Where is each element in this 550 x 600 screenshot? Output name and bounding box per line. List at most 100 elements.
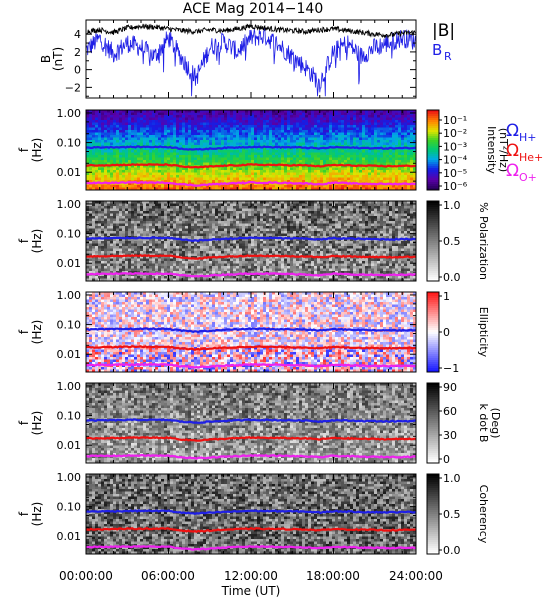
spectrogram-cell [362, 135, 366, 138]
spectrogram-cell [185, 213, 189, 217]
spectrogram-cell [128, 130, 132, 133]
spectrogram-cell [320, 140, 324, 143]
spectrogram-cell [341, 177, 345, 181]
spectrogram-cell [101, 132, 105, 136]
spectrogram-cell [98, 142, 102, 146]
spectrogram-cell [260, 185, 264, 188]
spectrogram-cell [233, 175, 237, 178]
spectrogram-cell [89, 145, 93, 148]
spectrogram-cell [350, 150, 354, 153]
spectrogram-cell [224, 110, 228, 113]
spectrogram-cell [116, 165, 120, 168]
spectrogram-cell [125, 122, 129, 126]
spectrogram-cell [161, 258, 165, 262]
spectrogram-cell [149, 251, 153, 254]
spectrogram-cell [167, 228, 171, 232]
spectrogram-cell [113, 206, 117, 209]
spectrogram-cell [89, 165, 93, 168]
spectrogram-cell [164, 180, 168, 183]
spectrogram-cell [182, 228, 186, 232]
spectrogram-cell [203, 177, 207, 181]
spectrogram-cell [95, 147, 99, 151]
spectrogram-cell [188, 132, 192, 136]
spectrogram-cell [167, 226, 171, 229]
spectrogram-cell [233, 120, 237, 123]
spectrogram-cell [104, 182, 108, 186]
spectrogram-cell [134, 208, 138, 212]
spectrogram-cell [119, 110, 123, 113]
spectrogram-cell [212, 160, 216, 163]
spectrogram-cell [137, 110, 141, 113]
spectrogram-cell [158, 216, 162, 219]
spectrogram-cell [242, 137, 246, 141]
spectrogram-cell [98, 112, 102, 116]
spectrogram-cell [401, 117, 405, 121]
spectrogram-cell [134, 150, 138, 153]
spectrogram-cell [206, 258, 210, 262]
spectrogram-cell [149, 256, 153, 259]
spectrogram-cell [329, 167, 333, 171]
spectrogram-cell [107, 208, 111, 212]
spectrogram-cell [275, 170, 279, 173]
spectrogram-cell [158, 221, 162, 224]
spectrogram-cell [245, 147, 249, 151]
spectrogram-cell [386, 172, 390, 176]
spectrogram-cell [173, 185, 177, 188]
spectrogram-cell [104, 127, 108, 131]
spectrogram-cell [290, 137, 294, 141]
spectrogram-cell [86, 253, 90, 257]
spectrogram-cell [137, 203, 141, 207]
spectrogram-cell [347, 122, 351, 126]
spectrogram-cell [143, 221, 147, 224]
spectrogram-cell [170, 150, 174, 153]
spectrogram-cell [215, 132, 219, 136]
spectrogram-cell [113, 261, 117, 264]
spectrogram-cell [170, 276, 174, 279]
spectrogram-cell [143, 271, 147, 274]
spectrogram-cell [131, 268, 135, 272]
spectrogram-cell [182, 145, 186, 148]
spectrogram-cell [236, 127, 240, 131]
spectrogram-cell [131, 160, 135, 163]
spectrogram-cell [116, 211, 120, 214]
spectrogram-cell [179, 150, 183, 153]
spectrogram-cell [407, 132, 411, 136]
spectrogram-cell [251, 160, 255, 163]
spectrogram-cell [230, 160, 234, 163]
spectrogram-cell [116, 172, 120, 176]
spectrogram-cell [263, 150, 267, 153]
spectrogram-cell [194, 221, 198, 224]
spectrogram-cell [392, 157, 396, 161]
spectrogram-cell [413, 167, 417, 171]
spectrogram-cell [293, 160, 297, 163]
spectrogram-cell [203, 180, 207, 183]
spectrogram-cell [185, 231, 189, 234]
spectrogram-cell [332, 180, 336, 183]
spectrogram-cell [170, 246, 174, 249]
spectrogram-cell [380, 117, 384, 121]
spectrogram-cell [392, 160, 396, 163]
spectrogram-cell [104, 226, 108, 229]
spectrogram-cell [143, 278, 147, 282]
colorbar-tick-label: 10⁻¹ [443, 114, 467, 127]
spectrogram-cell [161, 223, 165, 227]
spectrogram-cell [158, 160, 162, 163]
spectrogram-cell [149, 172, 153, 176]
spectrogram-cell [272, 120, 276, 123]
spectrogram-cell [260, 175, 264, 178]
spectrogram-cell [218, 170, 222, 173]
spectrogram-cell [179, 231, 183, 234]
spectrogram-cell [254, 127, 258, 131]
spectrogram-cell [293, 110, 297, 113]
spectrogram-cell [98, 122, 102, 126]
spectrogram-cell [314, 117, 318, 121]
spectrogram-cell [104, 218, 108, 222]
spectrogram-cell [302, 140, 306, 143]
spectrogram-cell [134, 147, 138, 151]
spectrogram-cell [368, 130, 372, 133]
spectrogram-cell [404, 180, 408, 183]
spectrogram-cell [185, 125, 189, 128]
spectrogram-cell [368, 177, 372, 181]
spectrogram-cell [176, 125, 180, 128]
spectrogram-cell [269, 110, 273, 113]
